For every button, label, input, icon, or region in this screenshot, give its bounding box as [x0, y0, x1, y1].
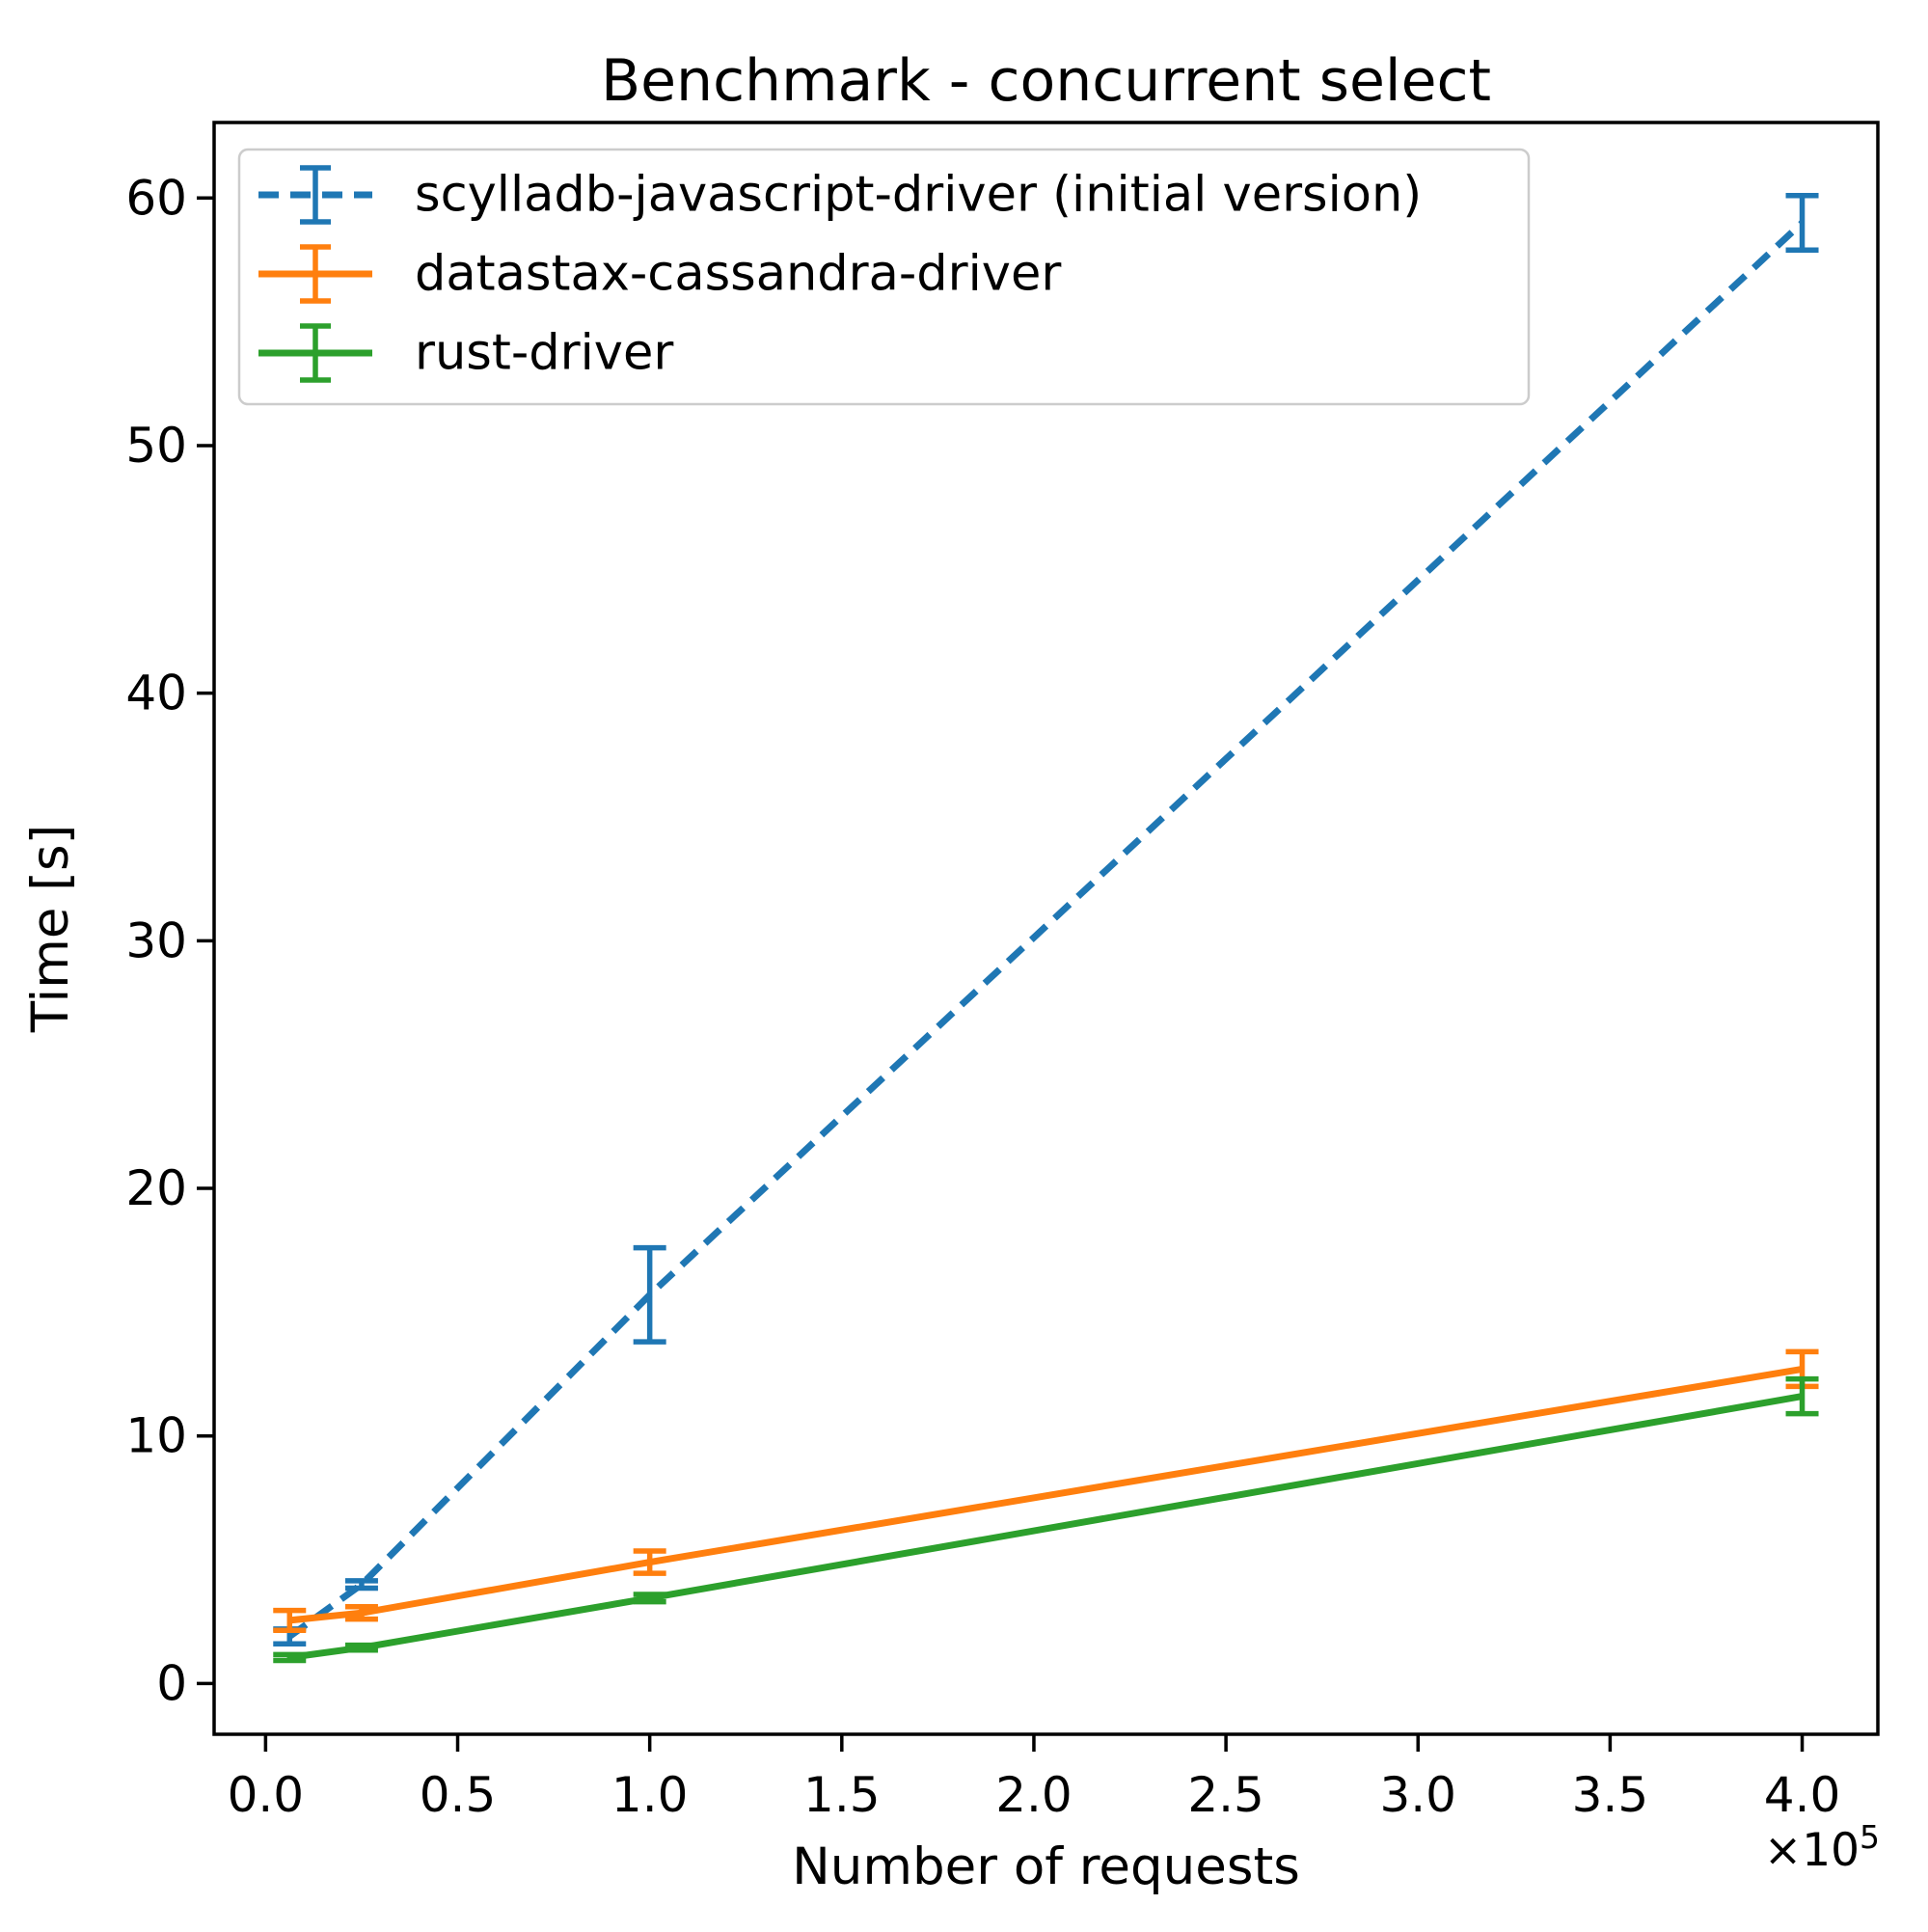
y-tick-label: 0	[156, 1655, 187, 1711]
x-offset-text: ×105	[1764, 1818, 1880, 1877]
error-bar	[633, 1592, 666, 1605]
series-line	[287, 220, 1805, 1640]
x-tick-label: 3.5	[1572, 1767, 1649, 1823]
x-tick-label: 1.5	[803, 1767, 881, 1823]
chart-title: Benchmark - concurrent select	[601, 47, 1491, 115]
series-0	[273, 192, 1819, 1647]
x-tick-label: 2.5	[1187, 1767, 1264, 1823]
x-axis-label: Number of requests	[792, 1837, 1300, 1896]
error-bar	[1785, 1375, 1819, 1417]
legend: scylladb-javascript-driver (initial vers…	[237, 148, 1531, 406]
error-bar	[344, 1642, 378, 1653]
legend-entry	[258, 323, 372, 383]
error-bar	[344, 1604, 378, 1622]
legend-label: scylladb-javascript-driver (initial vers…	[415, 167, 1422, 224]
error-bar	[1785, 192, 1819, 253]
series-2	[273, 1375, 1819, 1664]
error-bar	[273, 1651, 307, 1664]
y-tick-label: 10	[125, 1408, 187, 1464]
series-line	[288, 1393, 1804, 1661]
series-1	[273, 1348, 1819, 1633]
series-line	[288, 1365, 1804, 1624]
x-tick-label: 1.0	[611, 1767, 689, 1823]
x-tick-label: 3.0	[1379, 1767, 1456, 1823]
legend-box	[237, 148, 1531, 406]
plot-border	[212, 121, 1880, 1736]
legend-label: datastax-cassandra-driver	[415, 246, 1061, 303]
error-bar	[633, 1548, 666, 1576]
error-bar	[344, 1578, 378, 1592]
x-tick-label: 0.5	[420, 1767, 497, 1823]
series-group	[273, 192, 1819, 1664]
y-tick-label: 50	[125, 418, 187, 474]
error-bar	[633, 1244, 666, 1345]
legend-label: rust-driver	[415, 325, 673, 382]
y-tick-label: 30	[125, 912, 187, 968]
axes-group: 0.0 0.5 1.0 1.5 2.0 2.5 3.0 3.5 4.0 0 10 20 30 40 50 60…	[125, 170, 1880, 1877]
x-tick-label: 4.0	[1764, 1767, 1841, 1823]
x-tick-label: 0.0	[228, 1767, 305, 1823]
x-tick-label: 2.0	[995, 1767, 1073, 1823]
error-bar	[273, 1607, 307, 1633]
y-axis-label: Time [s]	[21, 825, 80, 1034]
y-tick-label: 60	[125, 170, 187, 226]
y-tick-label: 40	[125, 666, 187, 721]
legend-entry	[258, 165, 372, 225]
y-tick-label: 20	[125, 1160, 187, 1216]
legend-entry	[258, 244, 372, 304]
